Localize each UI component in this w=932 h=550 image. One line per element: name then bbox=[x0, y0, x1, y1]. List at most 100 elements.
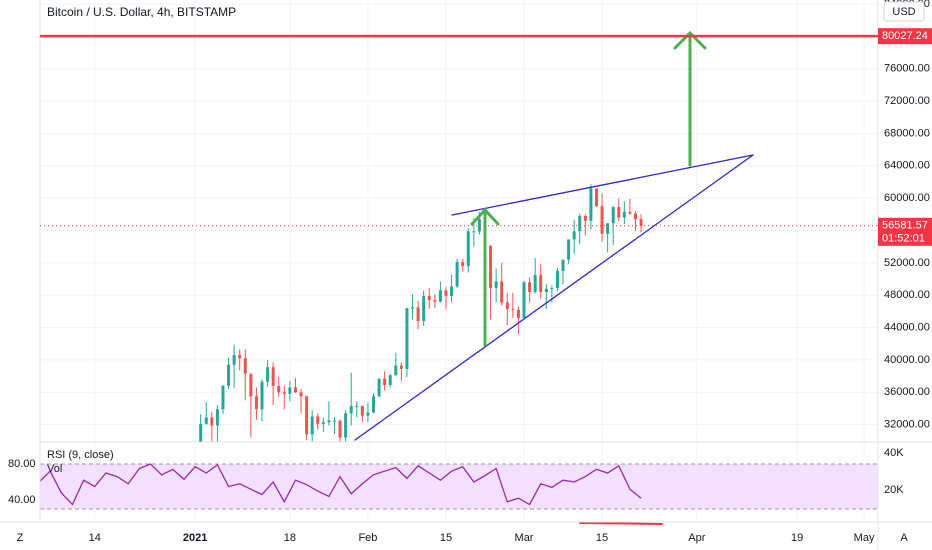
candle-body bbox=[561, 259, 565, 271]
candle-body bbox=[522, 282, 526, 318]
candle-body bbox=[516, 309, 520, 318]
rsi-line bbox=[40, 463, 642, 506]
timezone-button[interactable]: Z bbox=[17, 532, 24, 544]
candle-body bbox=[634, 213, 638, 220]
trendline-upper bbox=[451, 154, 754, 216]
candle-body bbox=[383, 378, 387, 385]
y-tick-label: 72000.00 bbox=[884, 95, 930, 107]
candle-body bbox=[221, 385, 225, 410]
candle-body bbox=[377, 378, 381, 397]
candle-body bbox=[505, 302, 509, 309]
rsi-title: RSI (9, close) bbox=[47, 449, 114, 461]
x-tick-label: 15 bbox=[596, 532, 608, 544]
candle-body bbox=[344, 413, 348, 438]
x-tick-label: 18 bbox=[284, 532, 296, 544]
candle-body bbox=[433, 300, 437, 302]
candle-body bbox=[528, 282, 532, 292]
rsi-tick-label: 40.00 bbox=[8, 494, 36, 506]
y-tick-label: 64000.00 bbox=[884, 160, 930, 172]
candle-body bbox=[249, 373, 253, 397]
candle-body bbox=[271, 367, 275, 386]
candle-body bbox=[589, 188, 593, 221]
candle-body bbox=[366, 412, 370, 416]
price-label: 80027.24 bbox=[882, 30, 928, 42]
candle-body bbox=[227, 364, 231, 386]
candle-body bbox=[215, 409, 219, 426]
candle-body bbox=[550, 287, 554, 289]
candle-body bbox=[450, 286, 454, 297]
price-label-box bbox=[878, 28, 932, 45]
volume-axis-label: 40K bbox=[884, 447, 904, 459]
candle-body bbox=[427, 296, 431, 301]
candle-body bbox=[411, 307, 415, 309]
rsi-band-fill bbox=[40, 463, 878, 510]
candle-body bbox=[466, 231, 470, 267]
candle-body bbox=[266, 367, 270, 382]
candle-body bbox=[606, 223, 610, 234]
candle-body bbox=[210, 417, 214, 426]
candle-body bbox=[444, 290, 448, 297]
candle-body bbox=[455, 262, 459, 287]
candle-body bbox=[332, 420, 336, 422]
candle-body bbox=[305, 396, 309, 435]
candle-body bbox=[511, 308, 515, 310]
candle-body bbox=[472, 231, 476, 233]
candle-body bbox=[600, 206, 604, 234]
x-tick-label: 2021 bbox=[183, 532, 207, 544]
grid bbox=[40, 0, 878, 522]
candle-body bbox=[204, 417, 208, 424]
candle-body bbox=[567, 239, 571, 260]
candle-body bbox=[617, 207, 621, 218]
y-tick-label: 40000.00 bbox=[884, 354, 930, 366]
rsi-pane bbox=[40, 463, 878, 510]
y-tick-label: 52000.00 bbox=[884, 257, 930, 269]
candle-body bbox=[238, 355, 242, 359]
x-tick-label: 19 bbox=[791, 532, 803, 544]
candle-body bbox=[199, 423, 203, 442]
candle-body bbox=[611, 207, 615, 224]
candle-body bbox=[355, 406, 359, 408]
candle-body bbox=[539, 275, 543, 292]
candle-body bbox=[494, 281, 498, 288]
rsi-tick-label: 80.00 bbox=[8, 458, 36, 470]
autoscale-button[interactable]: A bbox=[900, 532, 908, 544]
arrow-head bbox=[673, 30, 707, 50]
y-tick-label: 48000.00 bbox=[884, 289, 930, 301]
candle-body bbox=[399, 365, 403, 369]
y-tick-label: 36000.00 bbox=[884, 386, 930, 398]
candle-body bbox=[394, 365, 398, 376]
candle-body bbox=[316, 416, 320, 424]
candle-body bbox=[310, 416, 314, 435]
price-label: 56581.57 bbox=[882, 220, 928, 232]
arrow-head bbox=[470, 207, 500, 226]
x-tick-label: Apr bbox=[688, 532, 705, 544]
currency-box[interactable] bbox=[883, 1, 925, 22]
candle-body bbox=[349, 406, 353, 414]
candle-body bbox=[299, 392, 303, 397]
candle-body bbox=[277, 385, 281, 393]
candle-body bbox=[232, 355, 236, 365]
candle-body bbox=[282, 392, 286, 394]
candle-body bbox=[477, 219, 481, 232]
candle-body bbox=[594, 188, 598, 207]
candle-body bbox=[321, 422, 325, 424]
x-tick-label: 14 bbox=[89, 532, 101, 544]
y-tick-label: 44000.00 bbox=[884, 321, 930, 333]
y-tick-label: 60000.00 bbox=[884, 192, 930, 204]
currency[interactable]: USD bbox=[892, 6, 915, 18]
candle-body bbox=[572, 231, 576, 240]
y-tick-label: 76000.00 bbox=[884, 63, 930, 75]
y-tick-label: 32000.00 bbox=[884, 419, 930, 431]
candle-body bbox=[327, 420, 331, 423]
candle-body bbox=[338, 420, 342, 438]
candle-body bbox=[639, 219, 643, 226]
candle-body bbox=[243, 358, 247, 374]
candle-body bbox=[422, 296, 426, 322]
candle-body bbox=[622, 211, 626, 218]
candle-body bbox=[544, 288, 548, 292]
candle-body bbox=[583, 215, 587, 221]
axes: 84000.0080000.0076000.0072000.0068000.00… bbox=[89, 0, 930, 544]
candle-body bbox=[500, 281, 504, 303]
symbol-title: Bitcoin / U.S. Dollar, 4h, BITSTAMP bbox=[47, 5, 236, 19]
